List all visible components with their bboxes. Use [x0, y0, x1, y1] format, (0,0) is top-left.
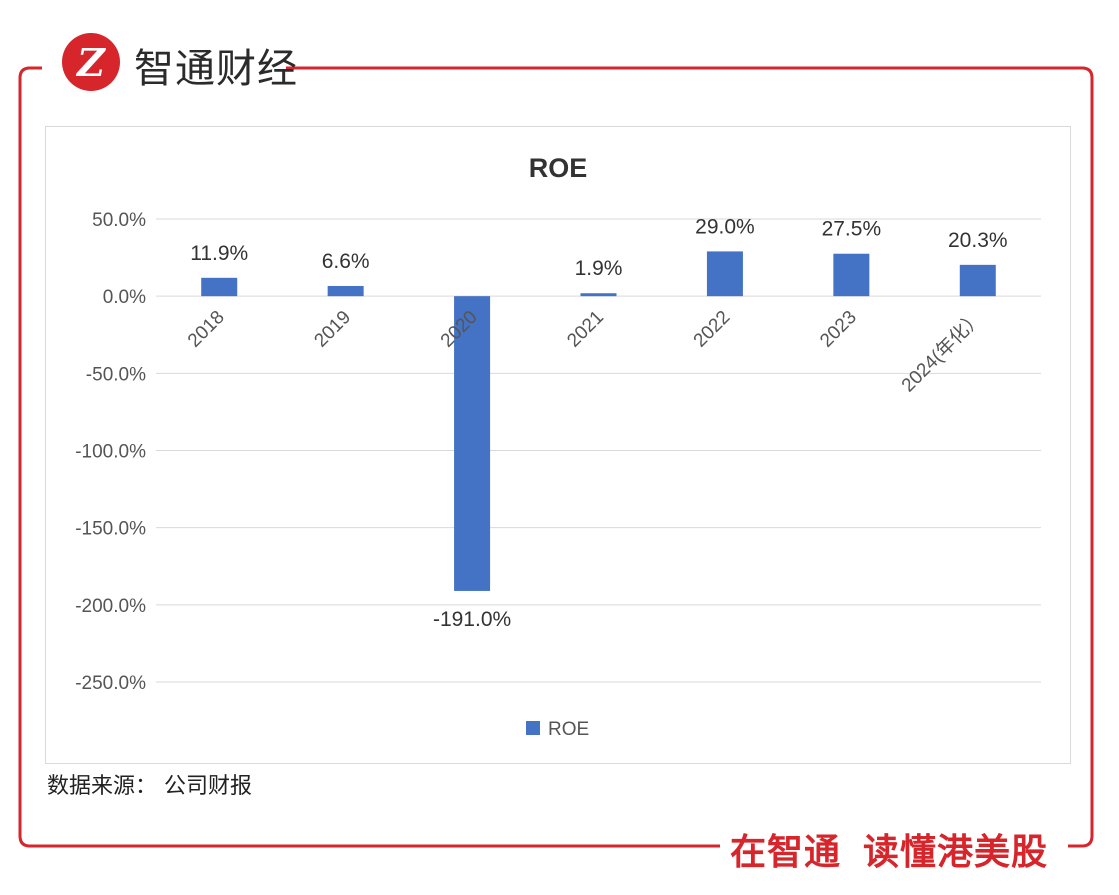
slogan-part2: 读懂港美股 — [863, 832, 1049, 873]
bar — [580, 293, 617, 297]
y-axis-ticks: 50.0% 0.0% -50.0% -100.0% -150.0% -200.0% -250… — [75, 210, 146, 694]
x-tick-label: 2021 — [563, 307, 608, 352]
data-labels: 11.9% 6.6% -191.0% 1.9% 29.0% 27.5% 20.3% — [190, 215, 1007, 631]
y-tick-label: -100.0% — [75, 442, 146, 463]
legend-swatch — [526, 721, 540, 735]
bar — [959, 264, 996, 297]
roe-bar-chart: ROE 50.0% 0.0% -50.0% -100.0% -150.0% -200.0%… — [75, 153, 1041, 740]
data-label: 20.3% — [948, 229, 1008, 252]
bar — [454, 296, 491, 591]
y-tick-label: -50.0% — [86, 364, 146, 385]
legend-label: ROE — [548, 719, 589, 740]
brand-name: 智通财经 — [134, 46, 298, 92]
y-tick-label: -250.0% — [75, 673, 146, 694]
logo-letter: Z — [75, 40, 106, 85]
y-tick-label: -150.0% — [75, 519, 146, 540]
y-tick-label: -200.0% — [75, 596, 146, 617]
data-label: 6.6% — [322, 250, 370, 273]
bars — [201, 251, 996, 591]
x-axis-ticks: 2018 2019 2020 2021 2022 2023 2024(年化） — [184, 306, 987, 396]
x-tick-label: 2023 — [816, 307, 861, 352]
legend: ROE — [526, 719, 589, 740]
data-label: 27.5% — [822, 218, 882, 241]
chart-panel: ROE 50.0% 0.0% -50.0% -100.0% -150.0% -200.0%… — [45, 126, 1071, 764]
source-note: 数据来源： 公司财报 — [47, 774, 252, 799]
data-label: -191.0% — [433, 608, 511, 631]
bar — [201, 277, 238, 297]
x-tick-label: 2024(年化） — [897, 306, 987, 396]
chart-title: ROE — [529, 153, 588, 183]
slogan: 在智通 读懂港美股 — [730, 823, 1048, 875]
bar — [706, 251, 743, 297]
y-tick-label: 50.0% — [92, 210, 146, 231]
y-tick-label: 0.0% — [103, 287, 146, 308]
x-tick-label: 2022 — [690, 307, 735, 352]
brand-logo: Z — [62, 33, 120, 91]
slogan-part1: 在智通 — [730, 832, 842, 873]
x-tick-label: 2018 — [184, 307, 229, 352]
grid-lines — [156, 218, 1041, 683]
data-label: 29.0% — [695, 215, 755, 238]
data-label: 1.9% — [575, 257, 623, 280]
bar — [833, 253, 870, 297]
x-tick-label: 2019 — [310, 307, 355, 352]
bar — [327, 285, 364, 297]
data-label: 11.9% — [190, 242, 248, 265]
